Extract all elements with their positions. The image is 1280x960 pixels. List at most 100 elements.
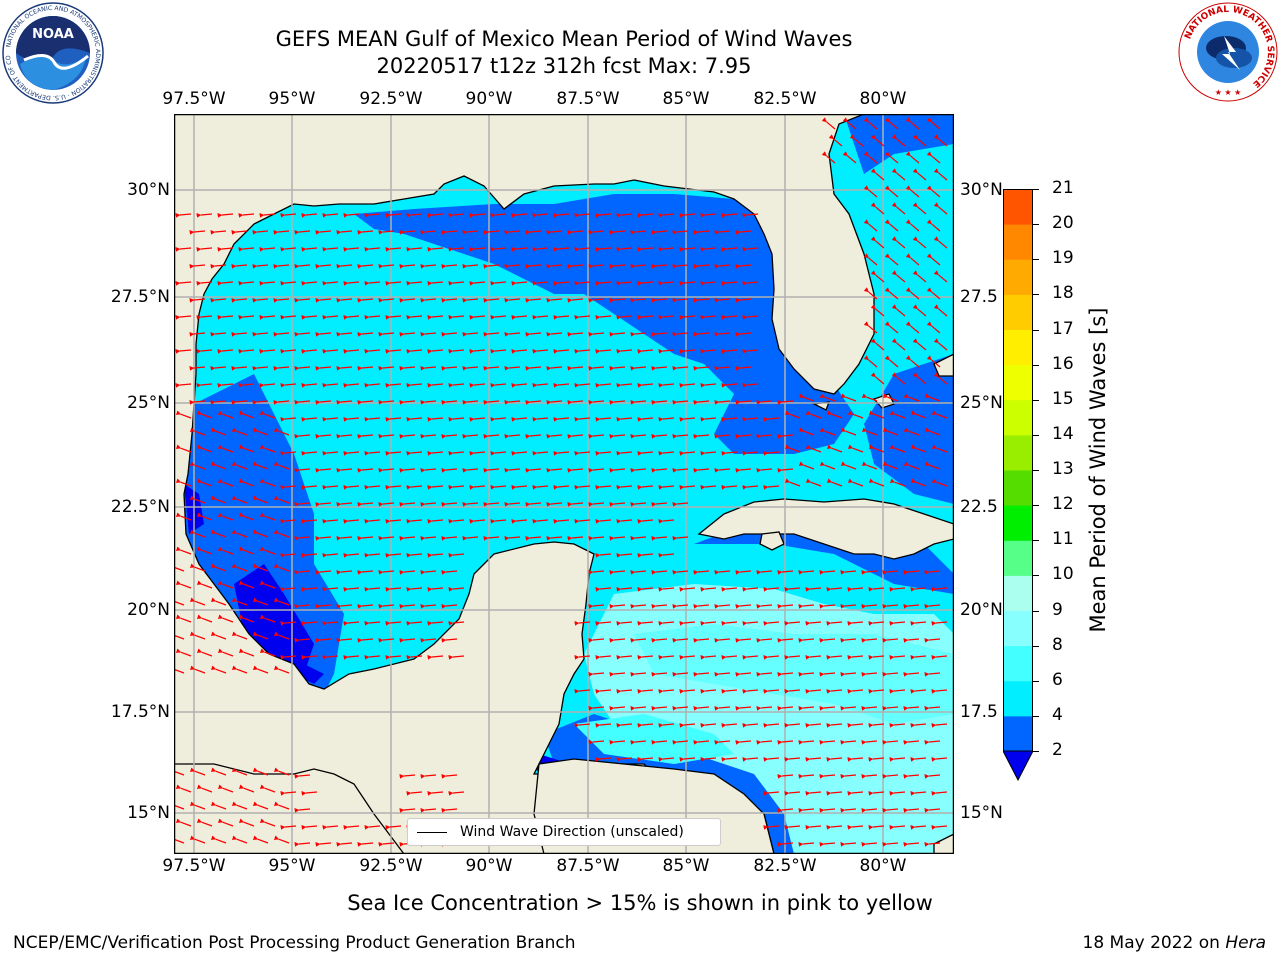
wind-wave-arrow (891, 372, 906, 385)
wind-wave-arrow (931, 587, 948, 592)
wind-wave-arrow (798, 604, 815, 609)
wind-wave-arrow (301, 791, 318, 796)
wind-wave-arrow (490, 417, 507, 422)
wind-wave-arrow (231, 529, 248, 538)
wind-wave-arrow (819, 427, 836, 436)
wind-wave-arrow (196, 444, 213, 453)
wind-wave-arrow (861, 461, 878, 470)
wind-wave-arrow (427, 281, 444, 286)
wind-wave-arrow (441, 502, 458, 507)
wind-wave-arrow (847, 478, 864, 487)
wind-wave-arrow (924, 842, 941, 847)
wind-wave-arrow (406, 519, 423, 524)
wind-wave-arrow (637, 723, 654, 728)
wind-wave-arrow (490, 451, 507, 456)
wind-wave-arrow (819, 461, 836, 470)
wind-wave-arrow (294, 230, 311, 235)
wind-wave-arrow (385, 655, 402, 660)
wind-wave-arrow (672, 434, 689, 439)
wind-wave-arrow (441, 638, 458, 643)
wind-wave-arrow (651, 740, 668, 745)
wind-wave-arrow (217, 478, 234, 487)
wind-wave-arrow (826, 825, 843, 830)
wind-wave-arrow (189, 767, 206, 776)
wind-wave-arrow (406, 485, 423, 490)
wind-wave-arrow (826, 587, 843, 592)
wind-wave-arrow (672, 740, 689, 745)
wind-wave-arrow (336, 638, 353, 643)
wind-wave-arrow (483, 332, 500, 337)
wind-wave-arrow (931, 478, 948, 487)
wind-wave-arrow (175, 444, 192, 453)
wind-wave-arrow (231, 801, 248, 810)
legend-line-sample (417, 831, 447, 833)
wind-wave-arrow (933, 338, 948, 351)
wind-wave-arrow (630, 400, 647, 405)
wind-wave-arrow (735, 570, 752, 575)
wind-wave-arrow (273, 461, 290, 470)
wind-wave-arrow (420, 808, 437, 813)
wind-wave-arrow (280, 553, 297, 558)
wind-wave-arrow (903, 672, 920, 677)
wind-wave-arrow (280, 281, 297, 286)
wind-wave-arrow (385, 587, 402, 592)
wind-wave-arrow (210, 400, 227, 405)
wind-wave-arrow (231, 332, 248, 337)
plot-title: GEFS MEAN Gulf of Mexico Mean Period of … (275, 27, 853, 51)
wind-wave-arrow (420, 366, 437, 371)
wind-wave-arrow (616, 417, 633, 422)
wind-wave-arrow (616, 519, 633, 524)
wind-wave-arrow (189, 461, 206, 470)
wind-wave-arrow (343, 349, 360, 354)
wind-wave-arrow (441, 434, 458, 439)
wind-wave-arrow (343, 519, 360, 524)
wind-wave-arrow (595, 689, 612, 694)
wind-wave-arrow (231, 631, 248, 640)
wind-wave-arrow (889, 723, 906, 728)
wind-wave-arrow (630, 570, 647, 575)
wind-wave-arrow (301, 587, 318, 592)
wind-wave-arrow (756, 604, 773, 609)
wind-wave-arrow (658, 281, 675, 286)
wind-wave-arrow (840, 706, 857, 711)
wind-wave-arrow (910, 825, 927, 830)
wind-wave-arrow (532, 213, 549, 218)
colorbar-segment (1003, 189, 1033, 225)
wind-wave-arrow (735, 264, 752, 269)
wind-wave-arrow (616, 655, 633, 660)
wind-wave-arrow (448, 281, 465, 286)
wind-wave-arrow (609, 400, 626, 405)
wind-wave-arrow (511, 519, 528, 524)
wind-wave-arrow (357, 366, 374, 371)
wind-wave-arrow (364, 621, 381, 626)
wind-wave-arrow (483, 468, 500, 473)
wind-wave-arrow (609, 332, 626, 337)
wind-wave-arrow (406, 281, 423, 286)
colorbar-segment (1003, 470, 1033, 506)
wind-wave-arrow (595, 553, 612, 558)
wind-wave-arrow (658, 383, 675, 388)
wind-wave-arrow (511, 485, 528, 490)
wind-wave-arrow (847, 587, 864, 592)
wind-wave-arrow (847, 655, 864, 660)
wind-wave-arrow (861, 672, 878, 677)
wind-wave-arrow (364, 383, 381, 388)
wind-wave-arrow (420, 536, 437, 541)
wind-wave-arrow (378, 570, 395, 575)
wind-wave-arrow (889, 444, 906, 453)
wind-wave-arrow (735, 400, 752, 405)
wind-wave-arrow (189, 597, 206, 606)
wind-wave-arrow (462, 536, 479, 541)
wind-wave-arrow (532, 247, 549, 252)
wind-wave-arrow (926, 253, 941, 266)
wind-wave-arrow (861, 570, 878, 575)
wind-wave-arrow (189, 298, 206, 303)
wind-wave-arrow (448, 587, 465, 592)
wind-wave-arrow (210, 665, 227, 674)
wind-wave-arrow (210, 563, 227, 572)
wind-wave-arrow (679, 485, 696, 490)
wind-wave-arrow (672, 570, 689, 575)
wind-wave-arrow (595, 485, 612, 490)
wind-wave-arrow (280, 519, 297, 524)
wind-wave-arrow (763, 417, 780, 422)
